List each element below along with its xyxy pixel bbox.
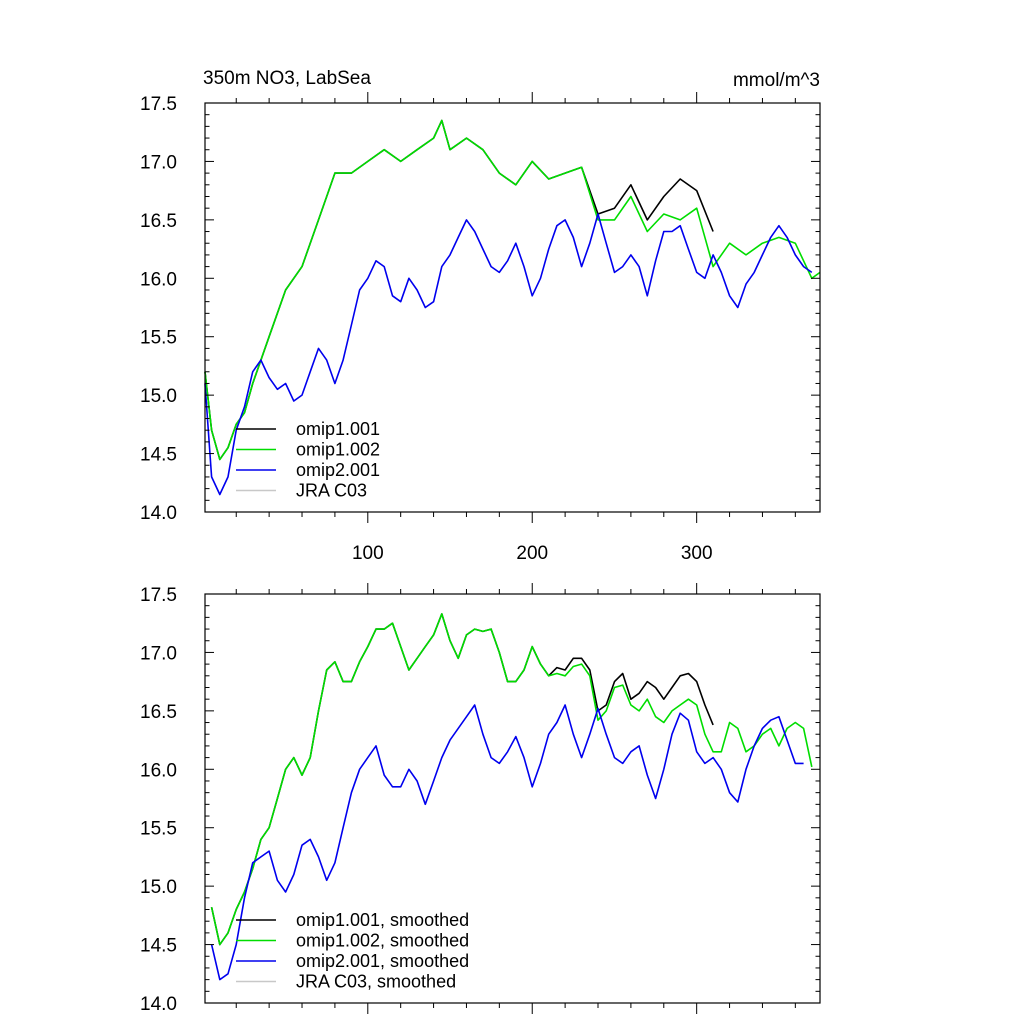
bottom-panel: 14.0 14.5 15.0 15.5 16.0 16.5 17.0 17.5 omip1.00… <box>140 583 821 1015</box>
units-label: mmol/m^3 <box>733 70 820 91</box>
plot-frame <box>204 102 821 513</box>
series-line-1 <box>210 613 714 946</box>
series-line-3 <box>210 704 804 981</box>
legend-label-1: omip1.001, smoothed <box>296 910 469 930</box>
y-tick-label: 15.5 <box>140 328 177 349</box>
x-tick-label: 300 <box>681 543 713 564</box>
y-tick-label: 15.0 <box>140 386 177 407</box>
y-tick-label: 17.5 <box>140 94 177 115</box>
y-tick-label: 14.0 <box>140 503 177 524</box>
legend-label-4: JRA C03, smoothed <box>296 972 456 992</box>
top-panel: 350m NO3, LabSea mmol/m^3 14.0 14.5 15.0 15… <box>140 68 821 564</box>
series-line-1 <box>204 119 714 461</box>
y-tick-label: 16.5 <box>140 211 177 232</box>
y-tick-label: 17.0 <box>140 643 177 664</box>
legend-label-2: omip1.002 <box>296 440 380 460</box>
y-tick-label: 16.0 <box>140 269 177 290</box>
y-tick-label: 16.0 <box>140 760 177 781</box>
y-tick-label: 14.0 <box>140 994 177 1015</box>
legend-label-2: omip1.002, smoothed <box>296 931 469 951</box>
series-line-2 <box>210 613 813 946</box>
legend-label-1: omip1.001 <box>296 419 380 439</box>
y-tick-label: 16.5 <box>140 702 177 723</box>
legend-label-4: JRA C03 <box>296 481 367 501</box>
series-line-2 <box>204 119 821 461</box>
plot-frame <box>204 593 821 1004</box>
y-tick-label: 17.0 <box>140 152 177 173</box>
y-tick-label: 15.5 <box>140 819 177 840</box>
legend-label-3: omip2.001 <box>296 460 380 480</box>
legend-label-3: omip2.001, smoothed <box>296 951 469 971</box>
y-tick-label: 14.5 <box>140 936 177 957</box>
y-tick-label: 17.5 <box>140 585 177 606</box>
series-line-3 <box>204 213 813 496</box>
x-tick-label: 200 <box>516 543 548 564</box>
y-tick-label: 14.5 <box>140 445 177 466</box>
chart-title: 350m NO3, LabSea <box>203 68 371 89</box>
x-tick-label: 100 <box>352 543 384 564</box>
y-tick-label: 15.0 <box>140 877 177 898</box>
